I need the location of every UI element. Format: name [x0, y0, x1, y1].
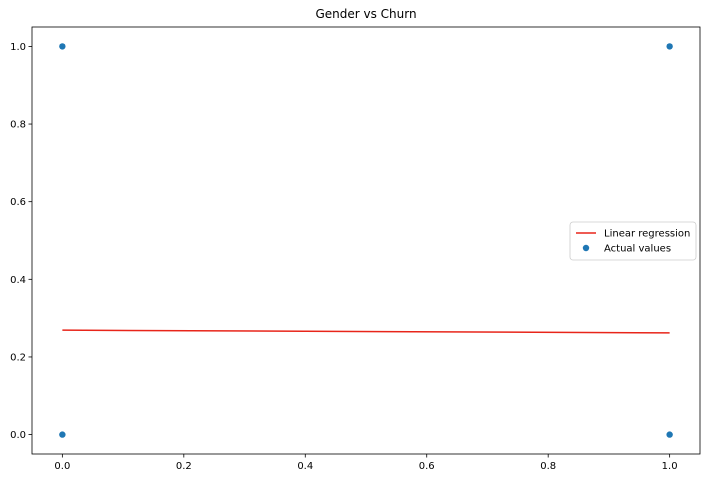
data-point — [666, 431, 673, 438]
y-tick-label: 0.6 — [10, 197, 26, 208]
y-tick-label: 0.0 — [10, 430, 26, 441]
y-tick-label: 1.0 — [10, 42, 26, 53]
chart-title: Gender vs Churn — [315, 7, 416, 21]
legend: Linear regression Actual values — [569, 221, 697, 261]
axes: 0.0 0.2 0.4 0.6 0.8 1.0 0.0 0.2 0.4 0.6 0.8 1.0 — [10, 26, 701, 472]
x-tick-label: 0.6 — [419, 461, 435, 472]
x-tick-label: 0.2 — [176, 461, 192, 472]
regression-line — [62, 329, 670, 334]
plot-frame — [31, 26, 701, 455]
legend-box — [569, 221, 697, 261]
legend-marker-swatch — [582, 244, 590, 252]
legend-label: Actual values — [604, 244, 671, 255]
plot-area — [59, 43, 673, 438]
x-tick-label: 0.0 — [54, 461, 70, 472]
y-tick-label: 0.4 — [10, 275, 26, 286]
data-point — [59, 43, 66, 50]
legend-label: Linear regression — [604, 229, 690, 240]
x-tick-label: 0.4 — [297, 461, 313, 472]
data-point — [666, 43, 673, 50]
y-tick-label: 0.8 — [10, 120, 26, 131]
x-tick-label: 1.0 — [662, 461, 678, 472]
data-point — [59, 431, 66, 438]
y-tick-label: 0.2 — [10, 352, 26, 363]
x-tick-label: 0.8 — [540, 461, 556, 472]
